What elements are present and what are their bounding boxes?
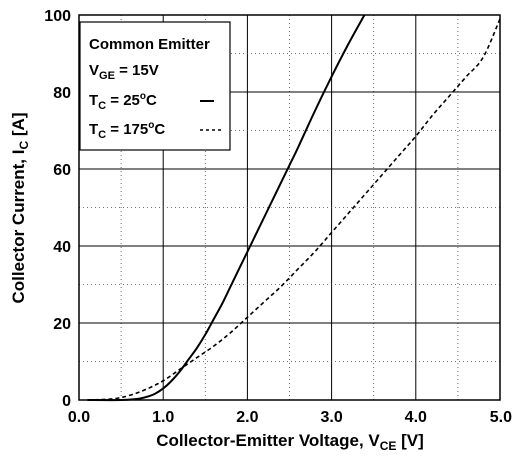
legend-condition: VGE = 15V xyxy=(89,62,159,82)
series-line-175c xyxy=(87,18,501,401)
x-tick-labels: 0.0 1.0 2.0 3.0 4.0 5.0 xyxy=(68,409,512,426)
x-tick-label: 5.0 xyxy=(490,409,512,426)
y-tick-label: 40 xyxy=(53,239,71,256)
x-tick-label: 0.0 xyxy=(68,409,90,426)
legend-box xyxy=(79,21,231,151)
x-tick-label: 2.0 xyxy=(236,409,258,426)
y-tick-label: 80 xyxy=(53,85,71,102)
plot-frame xyxy=(78,14,501,401)
x-axis-label: Collector-Emitter Voltage, VCE [V] xyxy=(156,431,424,453)
x-tick-label: 1.0 xyxy=(152,409,174,426)
series-line-25c xyxy=(87,14,366,402)
y-tick-labels: 0 20 40 60 80 100 xyxy=(44,8,71,410)
y-axis-label: Collector Current, IC [A] xyxy=(9,113,31,304)
legend: Common Emitter VGE = 15V TC = 25oC TC = … xyxy=(79,21,231,151)
legend-title: Common Emitter xyxy=(89,36,210,53)
x-tick-label: 3.0 xyxy=(320,409,342,426)
y-tick-label: 20 xyxy=(53,316,71,333)
legend-entry-25c: TC = 25oC xyxy=(89,91,157,112)
y-tick-label: 0 xyxy=(62,393,71,410)
series-lines xyxy=(87,14,501,402)
y-tick-label: 100 xyxy=(44,8,71,25)
legend-entry-175c: TC = 175oC xyxy=(89,120,165,141)
x-tick-label: 4.0 xyxy=(405,409,427,426)
y-tick-label: 60 xyxy=(53,162,71,179)
